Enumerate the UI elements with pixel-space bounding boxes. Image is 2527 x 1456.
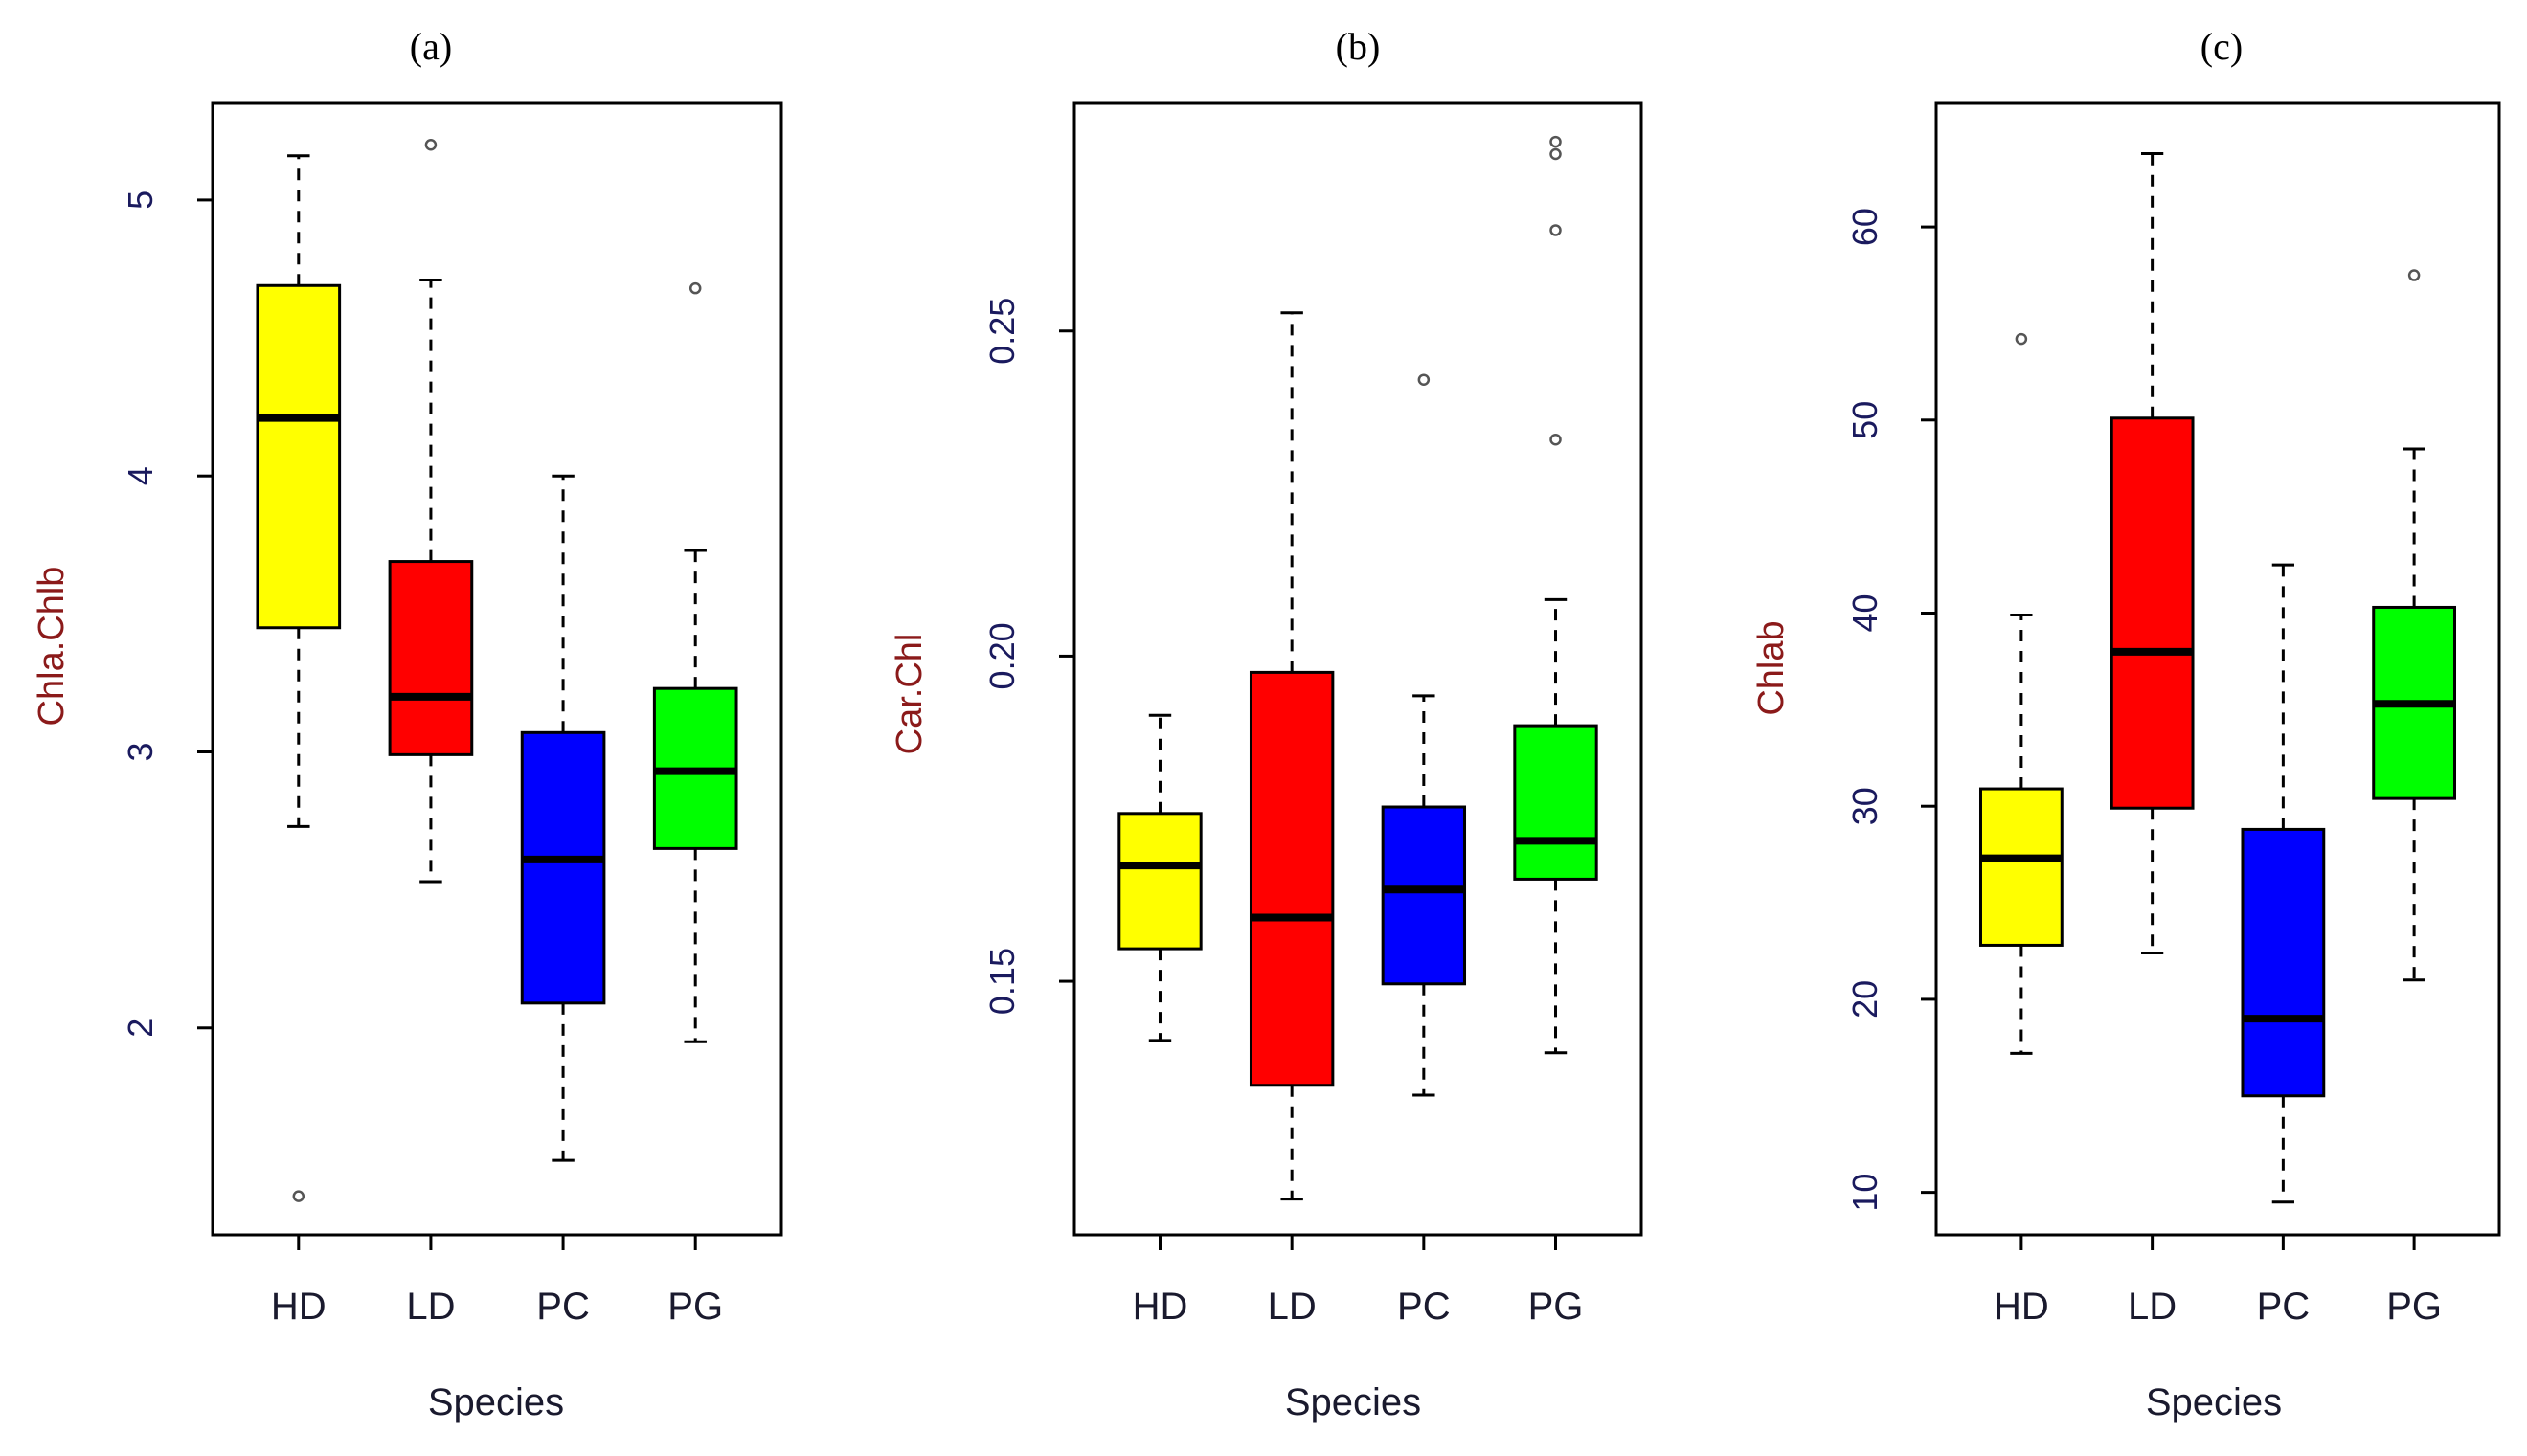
- x-tick-label: LD: [406, 1286, 455, 1328]
- box-body: [1513, 724, 1598, 881]
- outlier-point: [1417, 373, 1431, 386]
- panel-a-xlabel: Species: [428, 1381, 564, 1423]
- box-body: [1381, 805, 1467, 986]
- box-body: [520, 730, 606, 1005]
- y-tick-label: 0.15: [982, 948, 1022, 1015]
- panel-a-ylabel: Chla.Chlb: [32, 567, 72, 727]
- panel-b-title: (b): [1336, 25, 1381, 68]
- y-tick-label: 30: [1845, 787, 1884, 825]
- x-tick-label: HD: [271, 1286, 327, 1328]
- y-tick-label: 60: [1845, 208, 1884, 246]
- box-PG: [652, 281, 738, 1043]
- panel-c-xlabel: Species: [2146, 1381, 2282, 1423]
- outlier-point: [1549, 147, 1562, 161]
- outlier-point: [2015, 332, 2028, 346]
- x-tick-label: PC: [536, 1286, 590, 1328]
- outlier-point: [688, 281, 702, 295]
- panel-a-plot-area: 2 3 4 5 HD LD PC PG: [121, 101, 783, 1328]
- y-tick-label: 0.25: [982, 298, 1022, 365]
- panel-a-title: (a): [410, 25, 452, 68]
- x-tick-label: PG: [667, 1286, 723, 1328]
- panel-c-ylabel: Chlab: [1751, 620, 1792, 715]
- x-tick-label: PC: [1397, 1286, 1451, 1328]
- box-PG: [1513, 135, 1598, 1055]
- panel-c-frame: [1934, 101, 2501, 1237]
- box-HD: [1978, 332, 2064, 1055]
- box-body: [2110, 416, 2195, 810]
- box-PC: [520, 474, 606, 1162]
- outlier-point: [1549, 135, 1562, 148]
- box-body: [1117, 812, 1203, 951]
- y-tick-label: 20: [1845, 980, 1884, 1019]
- box-LD: [2110, 151, 2195, 955]
- y-tick-label: 5: [121, 190, 160, 210]
- x-tick-label: PC: [2257, 1286, 2311, 1328]
- panel-b-xlabel: Species: [1285, 1381, 1421, 1423]
- y-tick-label: 40: [1845, 594, 1884, 632]
- outlier-point: [292, 1190, 305, 1202]
- box-body: [1978, 787, 2064, 947]
- x-tick-label: LD: [2128, 1286, 2177, 1328]
- panel-c: (c) Chlab Species 10 20 30 40 50 60 HD LD PC PG: [1751, 25, 2501, 1423]
- panel-b-frame: [1072, 101, 1643, 1237]
- box-body: [2241, 827, 2326, 1098]
- y-tick-label: 3: [121, 742, 160, 761]
- x-tick-label: PG: [1528, 1286, 1584, 1328]
- panel-c-plot-area: 10 20 30 40 50 60 HD LD PC PG: [1845, 101, 2501, 1328]
- x-tick-label: PG: [2386, 1286, 2442, 1328]
- outlier-point: [424, 138, 438, 151]
- box-HD: [256, 154, 342, 1202]
- panel-c-title: (c): [2200, 25, 2243, 68]
- box-body: [256, 283, 342, 630]
- y-tick-label: 50: [1845, 401, 1884, 439]
- x-tick-label: LD: [1268, 1286, 1317, 1328]
- box-body: [388, 560, 474, 756]
- y-tick-label: 10: [1845, 1174, 1884, 1212]
- panel-b: (b) Car.Chl Species 0.15 0.20 0.25 HD LD PC PG: [890, 25, 1643, 1423]
- y-tick-label: 2: [121, 1019, 160, 1038]
- box-PC: [1381, 373, 1467, 1097]
- panel-b-ylabel: Car.Chl: [890, 634, 930, 755]
- panel-a-frame: [211, 101, 783, 1237]
- y-tick-label: 0.20: [982, 622, 1022, 689]
- box-LD: [388, 138, 474, 884]
- box-PC: [2241, 563, 2326, 1204]
- box-body: [1249, 670, 1335, 1087]
- panel-a: (a) Chla.Chlb Species 2 3 4 5 HD LD PC PG: [32, 25, 783, 1423]
- box-PG: [2372, 269, 2457, 982]
- box-LD: [1249, 311, 1335, 1201]
- box-HD: [1117, 713, 1203, 1042]
- x-tick-label: HD: [1133, 1286, 1188, 1328]
- outlier-point: [1549, 224, 1562, 236]
- x-tick-label: HD: [1994, 1286, 2049, 1328]
- outlier-point: [2407, 269, 2421, 281]
- panel-b-plot-area: 0.15 0.20 0.25 HD LD PC PG: [982, 101, 1643, 1328]
- outlier-point: [1549, 433, 1562, 446]
- y-tick-label: 4: [121, 466, 160, 485]
